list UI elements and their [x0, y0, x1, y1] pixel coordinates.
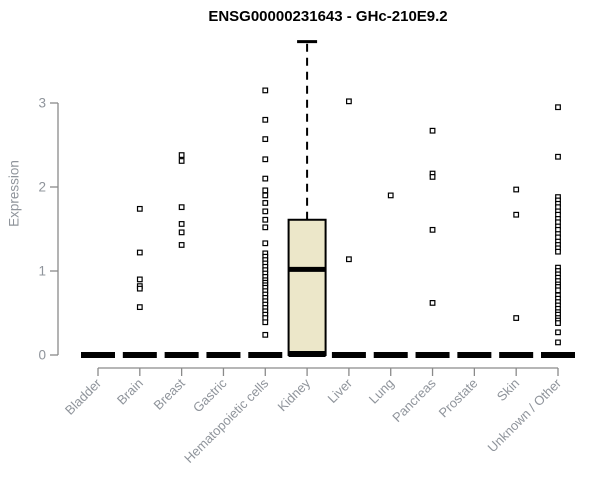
outlier-point-skin: [513, 211, 520, 218]
outlier-point-unknown-other: [555, 339, 561, 346]
outlier-point-brain: [136, 276, 143, 283]
x-tick-label-liver: Liver: [324, 375, 355, 406]
outlier-point-hematopoietic-cells: [262, 224, 269, 231]
outlier-point-hematopoietic-cells: [262, 319, 269, 326]
box-bottom-kidney: [288, 351, 326, 357]
x-tick-label-prostate: Prostate: [436, 376, 481, 421]
outlier-point-breast: [178, 242, 185, 248]
outlier-point-pancreas: [429, 127, 436, 134]
box-kidney: [287, 218, 327, 356]
outlier-point-brain: [136, 249, 143, 256]
y-tick-label-3: 3: [38, 96, 46, 111]
x-tick-label-lung: Lung: [366, 376, 397, 407]
outlier-point-hematopoietic-cells: [262, 87, 269, 94]
x-tick-label-pancreas: Pancreas: [389, 375, 439, 425]
collapsed-box-brain: [122, 352, 157, 358]
collapsed-box-lung: [373, 352, 408, 358]
outlier-point-breast: [178, 152, 185, 158]
collapsed-box-bladder: [81, 352, 115, 358]
outlier-point-hematopoietic-cells: [262, 187, 269, 194]
outlier-point-breast: [178, 204, 185, 211]
outlier-point-hematopoietic-cells: [262, 200, 269, 206]
outlier-point-unknown-other: [555, 329, 561, 336]
outlier-point-hematopoietic-cells: [262, 331, 269, 338]
outlier-point-hematopoietic-cells: [262, 192, 269, 199]
collapsed-box-breast: [164, 352, 199, 358]
outlier-point-hematopoietic-cells: [262, 175, 269, 182]
outlier-point-breast: [178, 229, 185, 236]
outlier-point-liver: [346, 98, 352, 105]
outlier-point-breast: [178, 158, 185, 164]
outlier-point-hematopoietic-cells: [262, 208, 269, 215]
outlier-point-hematopoietic-cells: [262, 116, 269, 123]
outlier-point-unknown-other: [555, 104, 561, 111]
collapsed-box-gastric: [206, 352, 241, 358]
outlier-point-unknown-other: [555, 248, 561, 255]
outlier-point-hematopoietic-cells: [262, 156, 269, 163]
outlier-point-liver: [346, 256, 352, 263]
outlier-point-unknown-other: [555, 320, 561, 326]
outlier-point-hematopoietic-cells: [262, 136, 269, 143]
outlier-point-pancreas: [429, 300, 436, 306]
outlier-point-brain: [136, 205, 143, 212]
outlier-point-breast: [178, 221, 185, 227]
collapsed-box-pancreas: [415, 352, 450, 358]
y-tick-label-1: 1: [38, 264, 46, 279]
outlier-point-skin: [513, 186, 520, 193]
outlier-point-hematopoietic-cells: [262, 240, 269, 247]
y-tick-label-2: 2: [38, 180, 46, 195]
outlier-point-hematopoietic-cells: [262, 216, 269, 223]
x-tick-label-brain: Brain: [114, 376, 146, 408]
x-tick-label-kidney: Kidney: [274, 375, 313, 414]
x-tick-label-skin: Skin: [494, 376, 522, 404]
chart-title: ENSG00000231643 - GHc-210E9.2: [208, 8, 448, 25]
collapsed-box-skin: [499, 352, 534, 358]
x-tick-label-breast: Breast: [151, 375, 188, 412]
x-tick-label-unknown-other: Unknown / Other: [485, 375, 565, 455]
outlier-point-pancreas: [429, 226, 436, 233]
collapsed-box-hematopoietic-cells: [248, 352, 283, 358]
collapsed-box-liver: [331, 352, 366, 358]
outlier-point-brain: [136, 304, 143, 311]
outlier-point-pancreas: [429, 174, 436, 180]
outlier-point-skin: [513, 315, 520, 321]
outlier-point-unknown-other: [555, 287, 561, 294]
outlier-point-lung: [387, 192, 394, 199]
outlier-point-unknown-other: [555, 153, 561, 160]
x-tick-label-gastric: Gastric: [190, 375, 230, 415]
collapsed-box-prostate: [457, 352, 492, 358]
collapsed-box-unknown-other: [541, 352, 575, 358]
outlier-point-brain: [136, 285, 143, 292]
y-tick-label-0: 0: [38, 348, 46, 363]
x-tick-label-bladder: Bladder: [62, 375, 105, 418]
